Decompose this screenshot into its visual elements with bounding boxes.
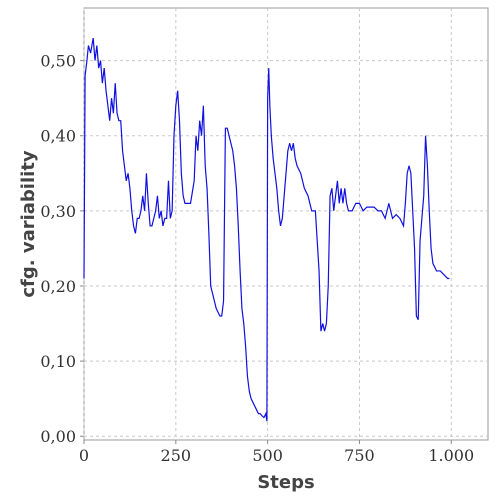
y-tick-label: 0,50 — [40, 52, 76, 71]
y-tick-label: 0,30 — [40, 202, 76, 221]
x-tick-label: 250 — [161, 446, 192, 465]
y-tick-label: 0,00 — [40, 427, 76, 446]
y-tick-label: 0,40 — [40, 127, 76, 146]
y-tick-label: 0,20 — [40, 277, 76, 296]
x-axis-title: Steps — [257, 472, 314, 493]
y-tick-label: 0,10 — [40, 352, 76, 371]
y-axis-title: cfg. variability — [18, 150, 39, 298]
x-tick-label: 1.000 — [428, 446, 474, 465]
x-tick-label: 750 — [344, 446, 375, 465]
plot-area — [83, 7, 489, 441]
x-tick-label: 0 — [79, 446, 89, 465]
x-tick-label: 500 — [252, 446, 283, 465]
data-line — [83, 37, 450, 422]
